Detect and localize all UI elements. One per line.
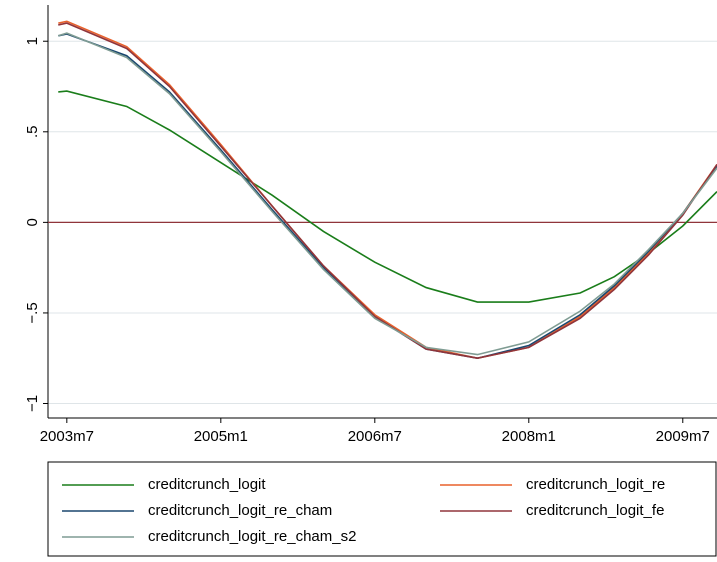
y-tick-label: 0 [24, 218, 41, 226]
x-tick-label: 2003m7 [40, 428, 94, 445]
legend-label: creditcrunch_logit_re_cham_s2 [148, 528, 356, 545]
legend-box [47, 461, 717, 557]
y-tick-label: −1 [24, 395, 41, 412]
series-line [58, 20, 717, 360]
legend-label: creditcrunch_logit_re_cham [148, 502, 332, 519]
y-tick-label: .5 [24, 126, 41, 139]
x-tick-label: 2006m7 [348, 428, 402, 445]
x-tick-label: 2005m1 [194, 428, 248, 445]
legend-label: creditcrunch_logit_re [526, 476, 665, 493]
x-tick-label: 2008m1 [502, 428, 556, 445]
series-line [58, 90, 717, 303]
series-line [58, 32, 717, 356]
legend-label: creditcrunch_logit_fe [526, 502, 664, 519]
y-tick-label: −.5 [24, 302, 41, 323]
y-tick-label: 1 [24, 37, 41, 45]
legend-label: creditcrunch_logit [148, 476, 266, 493]
x-tick-label: 2009m7 [656, 428, 710, 445]
